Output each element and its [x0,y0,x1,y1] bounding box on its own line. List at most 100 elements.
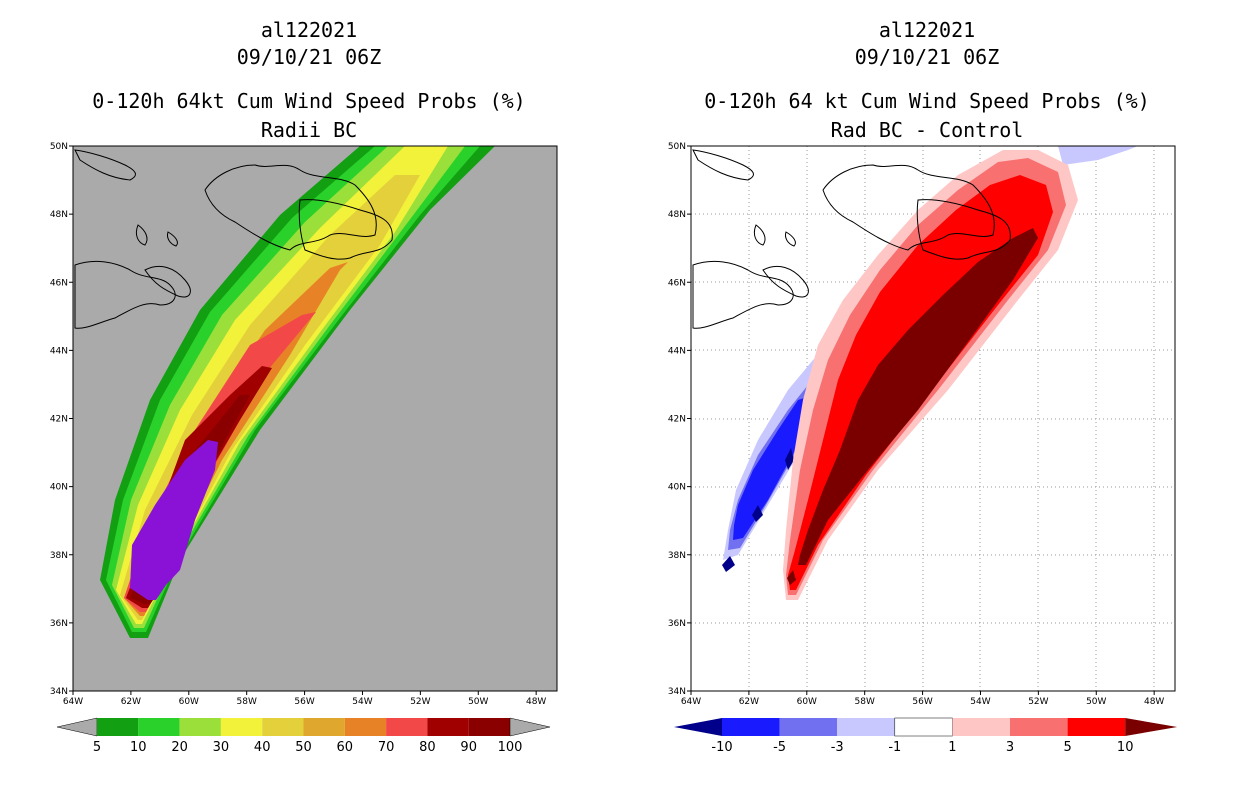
right-lon-label: 58W [855,697,875,707]
left-colorbar-label: 100 [498,740,523,755]
right-lon-label: 56W [912,697,932,707]
right-storm-id: al122021 [878,18,976,42]
left-lat-label: 48N [50,210,68,220]
left-storm-id: al122021 [260,18,358,42]
left-colorbar-label: 60 [337,740,354,755]
right-lat-label: 48N [668,210,686,220]
left-colorbar-label: 5 [93,740,101,755]
right-title: 0-120h 64 kt Cum Wind Speed Probs (%) [704,89,1150,113]
right-lon-label: 62W [739,697,759,707]
right-lon-label: 52W [1028,697,1048,707]
left-colorbar-box [179,718,221,736]
right-contour-neg10b [752,505,763,522]
left-colorbar-label: 90 [460,740,477,755]
left-colorbar-box [386,718,428,736]
left-lat-label: 36N [50,619,68,629]
right-map: 64W 62W 60W 58W 56W 54W 52W 50W 48W 34N 36N 38N 40N 4… [668,142,1178,755]
right-subtitle: Rad BC - Control [830,118,1024,142]
left-colorbar-over [509,717,551,737]
left-colorbar-label: 50 [295,740,312,755]
left-probability-contours [74,146,495,638]
left-colorbar-box [468,718,510,736]
left-contour-100 [130,440,218,600]
left-colorbar-label: 70 [378,740,395,755]
left-colorbar-label: 40 [254,740,271,755]
right-difference-contours [691,146,1175,691]
right-contour-pos10-dot [787,570,796,585]
right-colorbar-under [674,718,722,736]
left-colorbar-label: 20 [171,740,188,755]
right-contour-neg5 [733,395,818,540]
right-colorbar-box [894,717,953,737]
left-coastlines [74,149,393,329]
right-lat-label: 36N [668,619,686,629]
left-colorbar-label: 30 [213,740,230,755]
right-colorbar-label: -1 [888,740,901,755]
right-colorbar-label: -3 [831,740,844,755]
right-contour-pos10 [798,228,1038,565]
left-colorbar-box [97,718,139,736]
right-panel: al122021 09/10/21 06Z 0-120h 64 kt Cum W… [618,0,1236,800]
left-lat-label: 46N [50,278,68,288]
right-contour-neg10c [785,448,794,470]
right-colorbar-box [1067,718,1126,736]
left-map: 64W 62W 60W 58W 56W 54W 52W 50W 48W 34N 36N 38N 40N 4… [50,142,558,755]
left-colorbar-label: 10 [130,740,147,755]
right-colorbar-label: 1 [948,740,956,755]
right-lat-label: 46N [668,278,686,288]
right-datetime: 09/10/21 06Z [854,45,1000,69]
left-colorbar: 5 10 20 30 40 50 60 70 80 90 100 [56,717,551,755]
right-lon-label: 60W [797,697,817,707]
right-colorbar-box [722,718,780,736]
right-lon-label: 64W [681,697,701,707]
right-colorbar-label: 10 [1117,740,1134,755]
right-colorbar-box [837,718,895,736]
left-lon-label: 52W [410,697,430,707]
left-colorbar-box [344,718,387,736]
left-lat-label: 44N [50,346,68,356]
left-subtitle: Radii BC [260,118,358,142]
left-lon-label: 62W [121,697,141,707]
left-colorbar-box [427,718,469,736]
left-colorbar-box [262,718,304,736]
left-colorbar-box [138,718,180,736]
right-colorbar-box [1010,718,1068,736]
left-lat-label: 50N [50,142,68,152]
right-lat-label: 50N [668,142,686,152]
right-colorbar-box [952,718,1010,736]
right-colorbar-label: -10 [711,740,732,755]
right-axis-ticks: 64W 62W 60W 58W 56W 54W 52W 50W 48W 34N 36N 38N 40N 4… [668,142,1165,707]
right-colorbar-box [779,718,838,736]
left-colorbar-label: 80 [419,740,436,755]
left-colorbar-box [303,718,345,736]
right-colorbar-label: 3 [1006,740,1014,755]
left-lon-label: 64W [63,697,83,707]
left-lon-label: 56W [294,697,314,707]
right-lat-label: 40N [668,483,686,493]
left-colorbar-box [220,718,263,736]
right-colorbar-over [1125,718,1178,736]
right-contour-neg10a [722,556,735,572]
right-lat-label: 38N [668,551,686,561]
right-lon-label: 48W [1144,697,1164,707]
right-lon-label: 54W [970,697,990,707]
right-coastlines [692,149,1011,329]
left-panel: al122021 09/10/21 06Z 0-120h 64kt Cum Wi… [50,18,558,755]
left-lon-label: 54W [352,697,372,707]
right-colorbar-label: 5 [1063,740,1071,755]
left-lon-label: 58W [237,697,257,707]
left-lon-label: 48W [526,697,546,707]
left-title: 0-120h 64kt Cum Wind Speed Probs (%) [92,89,526,113]
left-colorbar-under [56,717,98,737]
left-datetime: 09/10/21 06Z [236,45,382,69]
left-lon-label: 60W [179,697,199,707]
left-axis-ticks: 64W 62W 60W 58W 56W 54W 52W 50W 48W 34N 36N 38N 40N 4… [50,142,547,707]
left-lat-label: 42N [50,415,68,425]
left-lat-label: 38N [50,551,68,561]
right-lat-label: 42N [668,415,686,425]
right-lon-label: 50W [1086,697,1106,707]
right-lat-label: 44N [668,346,686,356]
left-lat-label: 34N [50,687,68,697]
right-colorbar: -10 -5 -3 -1 1 3 5 10 [674,717,1178,755]
left-lat-label: 40N [50,483,68,493]
